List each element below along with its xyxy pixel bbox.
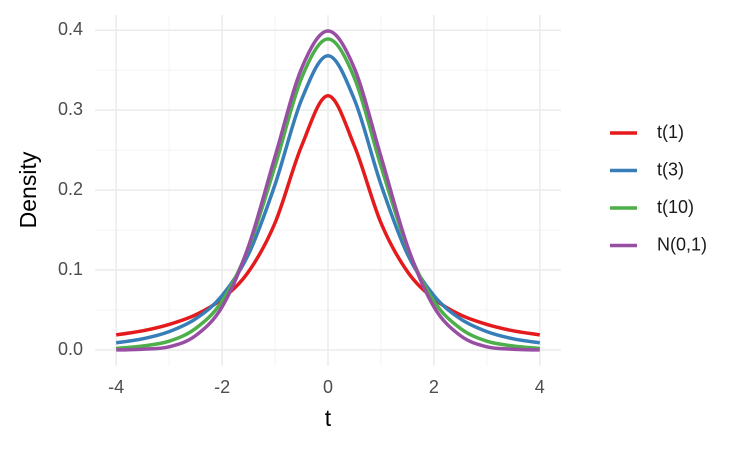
legend-label: t(3): [657, 159, 684, 179]
line: [116, 29, 540, 352]
y-tick-label: 0.4: [58, 19, 83, 39]
y-tick-label: 0.0: [58, 339, 83, 359]
legend-label: t(1): [657, 122, 684, 142]
y-axis-title: Density: [15, 151, 41, 228]
x-tick-label: 0: [323, 377, 333, 397]
x-tick-label: -4: [108, 377, 124, 397]
line: [116, 37, 540, 351]
y-tick-label: 0.3: [58, 99, 83, 119]
y-tick-label: 0.2: [58, 179, 83, 199]
x-axis-title: t: [325, 405, 332, 431]
x-tick-label: 2: [429, 377, 439, 397]
x-tick-label: -2: [214, 377, 230, 397]
legend-label: t(10): [657, 197, 694, 217]
y-tick-label: 0.1: [58, 259, 83, 279]
line: [115, 54, 541, 345]
legend-label: N(0,1): [657, 234, 707, 254]
line: [115, 94, 541, 337]
x-tick-label: 4: [535, 377, 545, 397]
